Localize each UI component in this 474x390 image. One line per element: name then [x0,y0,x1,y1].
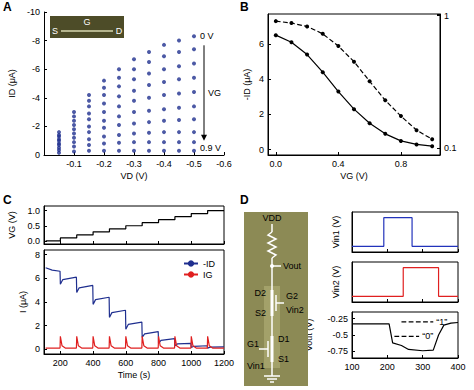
svg-text:-4: -4 [32,93,40,103]
svg-text:0 V: 0 V [200,31,214,41]
svg-text:0.0: 0.0 [270,159,283,169]
svg-text:D2: D2 [254,288,266,298]
svg-text:400: 400 [86,358,101,368]
svg-text:-0.2: -0.2 [96,159,112,169]
svg-text:Vin1 (V): Vin1 (V) [331,216,341,248]
svg-text:6: 6 [259,39,264,49]
svg-text:VDD: VDD [262,213,282,223]
svg-text:200: 200 [380,362,395,372]
svg-text:Vin2: Vin2 [286,305,304,315]
svg-text:8: 8 [35,250,40,260]
svg-text:-0.6: -0.6 [216,159,232,169]
svg-text:ID (μA): ID (μA) [7,69,17,98]
svg-text:Time (s): Time (s) [118,370,151,380]
svg-text:1200: 1200 [214,358,234,368]
svg-text:1.0: 1.0 [27,206,40,216]
svg-text:-8: -8 [32,36,40,46]
svg-text:-6: -6 [32,64,40,74]
svg-text:Vout (V): Vout (V) [304,318,314,352]
svg-text:“1”: “1” [436,317,447,327]
svg-text:0.9 V: 0.9 V [200,143,221,153]
svg-text:C: C [3,193,12,207]
svg-text:VD (V): VD (V) [121,171,148,181]
svg-text:1000: 1000 [181,358,201,368]
svg-text:D1: D1 [278,334,290,344]
svg-text:VG (V): VG (V) [340,171,368,181]
svg-text:-10: -10 [27,7,40,17]
svg-text:0.5: 0.5 [27,221,40,231]
svg-text:100: 100 [344,362,359,372]
svg-text:VG (V): VG (V) [7,211,17,239]
svg-text:600: 600 [118,358,133,368]
svg-text:-0.5: -0.5 [332,330,348,340]
svg-text:-0.25: -0.25 [327,314,348,324]
svg-text:-0.75: -0.75 [327,346,348,356]
svg-text:800: 800 [151,358,166,368]
svg-text:-0.1: -0.1 [66,159,82,169]
svg-text:6: 6 [35,273,40,283]
svg-text:0.8: 0.8 [395,159,408,169]
svg-text:D: D [116,26,123,36]
svg-text:-ID: -ID [203,259,215,269]
svg-text:1: 1 [444,11,449,21]
svg-text:Vin1: Vin1 [247,361,265,371]
svg-text:2: 2 [35,321,40,331]
svg-text:0: 0 [35,344,40,354]
svg-text:“0”: “0” [422,331,433,341]
svg-text:I (μA): I (μA) [18,291,28,313]
svg-text:4: 4 [35,297,40,307]
svg-text:-0.5: -0.5 [186,159,202,169]
svg-text:-ID (μA): -ID (μA) [242,69,252,101]
svg-text:0.0: 0.0 [27,236,40,246]
svg-text:0.1: 0.1 [444,143,457,153]
svg-text:S: S [52,26,58,36]
svg-text:Vin2 (V): Vin2 (V) [331,266,341,298]
svg-text:300: 300 [415,362,430,372]
svg-text:B: B [240,0,249,14]
svg-text:400: 400 [450,362,465,372]
svg-text:200: 200 [53,358,68,368]
svg-text:G1: G1 [247,339,259,349]
svg-text:2: 2 [259,109,264,119]
svg-text:D: D [240,193,249,207]
svg-text:G2: G2 [286,291,298,301]
svg-text:0: 0 [259,145,264,155]
svg-text:A: A [3,0,12,14]
svg-text:0.4: 0.4 [332,159,345,169]
svg-text:0: 0 [35,150,40,160]
svg-text:-2: -2 [32,121,40,131]
svg-text:IG: IG [203,270,213,280]
svg-text:4: 4 [259,74,264,84]
svg-text:-0.4: -0.4 [156,159,172,169]
svg-text:-0.3: -0.3 [126,159,142,169]
svg-text:Vout: Vout [283,261,302,271]
svg-text:G: G [83,17,90,27]
svg-text:S1: S1 [278,354,289,364]
svg-text:VG: VG [208,88,221,98]
svg-text:S2: S2 [255,308,266,318]
